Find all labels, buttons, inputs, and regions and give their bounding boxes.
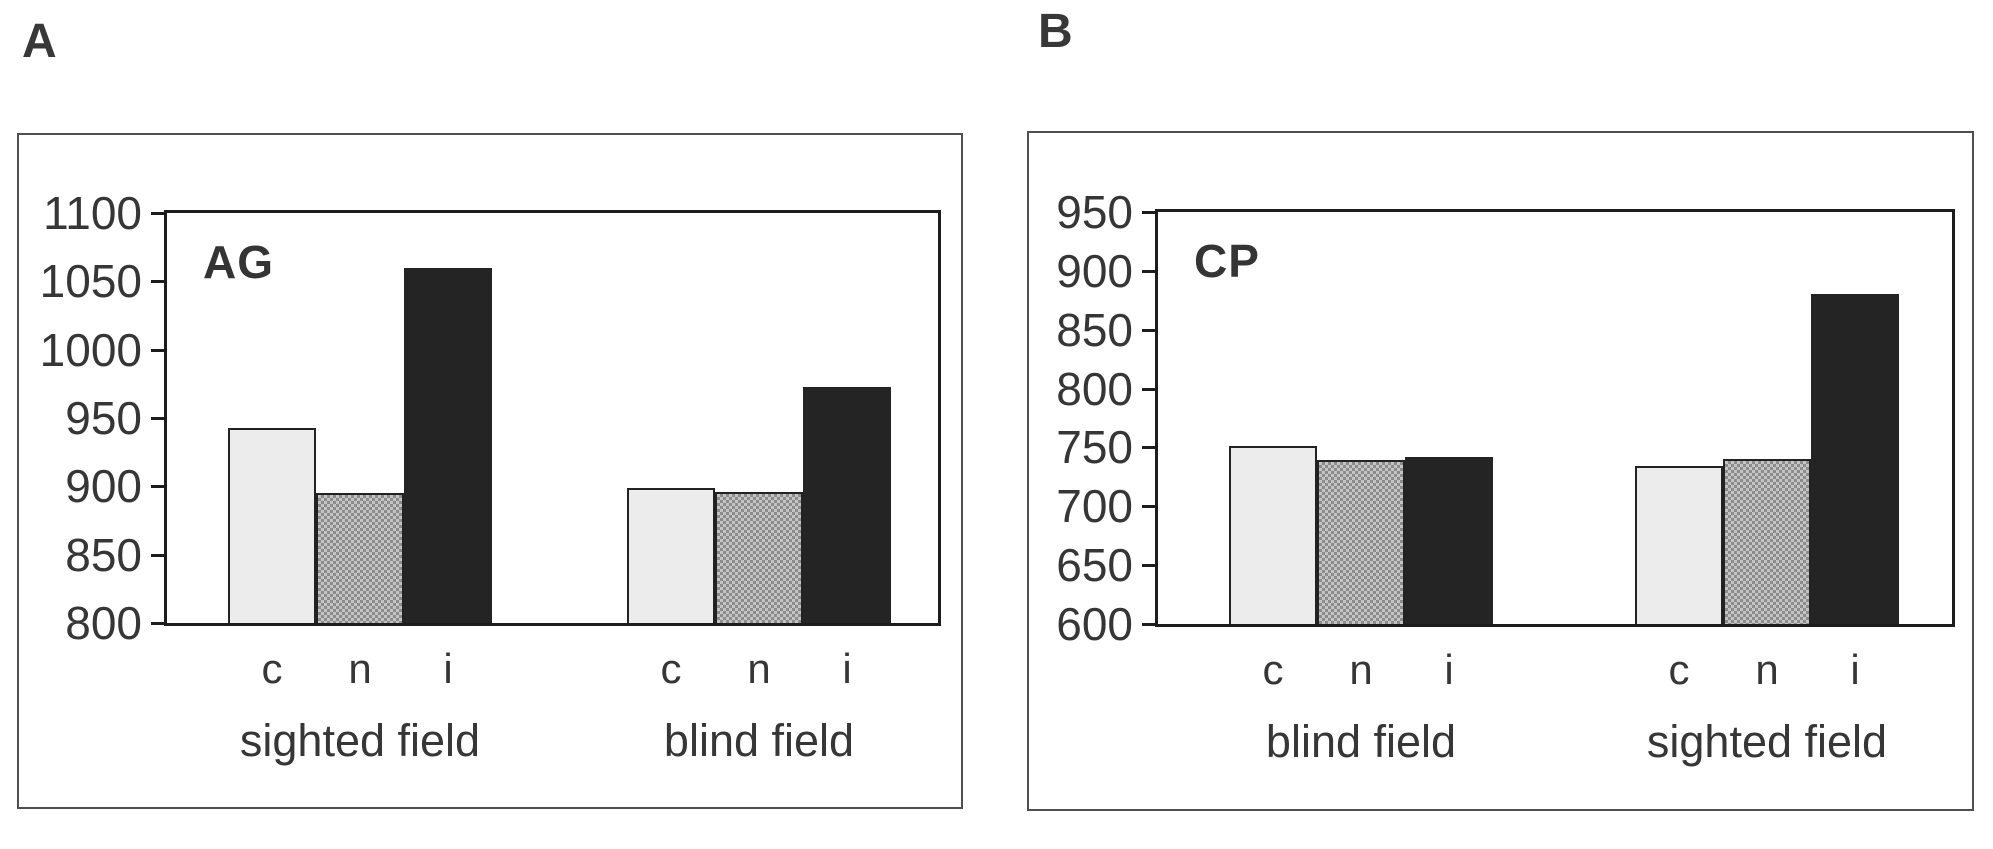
condition-label-i: i — [1850, 646, 1860, 693]
field-label-blind-field: blind field — [663, 715, 855, 766]
condition-label-i: i — [1444, 646, 1454, 693]
y-axis-tick-label: 950 — [1056, 186, 1133, 238]
y-axis-tick-label: 900 — [1056, 244, 1133, 297]
y-axis-tick-mark — [151, 485, 164, 489]
y-axis-tick-label: 1050 — [39, 255, 142, 308]
y-axis-tick-mark — [1142, 328, 1155, 332]
y-axis-tick-label: 800 — [65, 597, 142, 649]
field-label-blind-field: blind field — [1265, 716, 1457, 767]
bar-blind-field-n — [715, 491, 803, 623]
bar-blind-field-c — [1229, 446, 1317, 624]
y-axis-tick-label: 750 — [1056, 421, 1133, 474]
y-axis-tick-label: 600 — [1056, 598, 1133, 650]
panel-b-frame: CP 950 900 850 800 750 700 650 600 c n i blind fiel… — [1027, 131, 1974, 811]
y-axis-tick-mark — [151, 280, 164, 284]
condition-label-n: n — [1349, 646, 1373, 693]
y-axis-tick-mark — [151, 212, 164, 215]
bar-sighted-field-c — [228, 427, 316, 623]
panel-a-subject-label: AG — [203, 236, 274, 288]
y-axis-tick-mark — [151, 348, 164, 352]
bar-blind-field-c — [627, 487, 715, 623]
bar-sighted-field-i — [1811, 294, 1899, 624]
bar-group-blind-field — [1229, 212, 1493, 624]
bar-sighted-field-n — [1723, 459, 1811, 624]
condition-label-i: i — [443, 645, 453, 692]
condition-label-n: n — [747, 645, 771, 692]
y-axis-tick-mark — [1142, 505, 1155, 509]
panel-a-plot-area: AG — [164, 210, 941, 626]
y-axis-tick-mark — [1142, 269, 1155, 273]
y-axis-tick-mark — [151, 417, 164, 420]
condition-label-c: c — [660, 645, 682, 692]
y-axis-tick-label: 950 — [65, 392, 142, 444]
y-axis-tick-label: 700 — [1056, 480, 1133, 533]
bar-blind-field-i — [1405, 456, 1493, 624]
y-axis-tick-label: 1100 — [43, 187, 142, 239]
field-label-sighted-field: sighted field — [1646, 716, 1888, 767]
y-axis-tick-label: 850 — [1056, 303, 1133, 356]
panel-b-letter: B — [1038, 5, 1074, 58]
bar-group-blind-field — [627, 213, 891, 623]
y-axis-tick-label: 850 — [65, 528, 142, 581]
panel-b-subject-label: CP — [1194, 235, 1260, 287]
y-axis-tick-label: 900 — [65, 460, 142, 513]
condition-label-n: n — [348, 645, 372, 692]
y-axis-tick-mark — [1142, 387, 1155, 391]
bar-sighted-field-n — [316, 493, 404, 623]
y-axis-tick-mark — [151, 553, 164, 557]
bar-blind-field-i — [803, 386, 891, 623]
condition-label-c: c — [1668, 646, 1690, 693]
y-axis-tick-mark — [1142, 211, 1155, 214]
y-axis-tick-mark — [1142, 446, 1155, 450]
bar-group-sighted-field — [228, 213, 492, 623]
bar-sighted-field-c — [1635, 466, 1723, 624]
y-axis-tick-label: 1000 — [39, 323, 142, 376]
panel-a-letter: A — [22, 15, 58, 68]
condition-label-c: c — [1262, 646, 1284, 693]
condition-label-c: c — [261, 645, 283, 692]
y-axis-tick-label: 800 — [1056, 362, 1133, 415]
bar-sighted-field-i — [404, 267, 492, 623]
condition-label-i: i — [842, 645, 852, 692]
bar-group-sighted-field — [1635, 212, 1899, 624]
panel-a-frame: AG 1100 1050 1000 950 900 850 800 c n i sighted fi… — [17, 133, 963, 809]
y-axis-tick-mark — [151, 622, 164, 625]
field-label-sighted-field: sighted field — [239, 715, 481, 766]
bar-blind-field-n — [1317, 460, 1405, 624]
y-axis-tick-mark — [1142, 564, 1155, 568]
panel-b-plot-area: CP — [1155, 209, 1955, 627]
y-axis-tick-mark — [1142, 623, 1155, 626]
condition-label-n: n — [1755, 646, 1779, 693]
y-axis-tick-label: 650 — [1056, 539, 1133, 592]
